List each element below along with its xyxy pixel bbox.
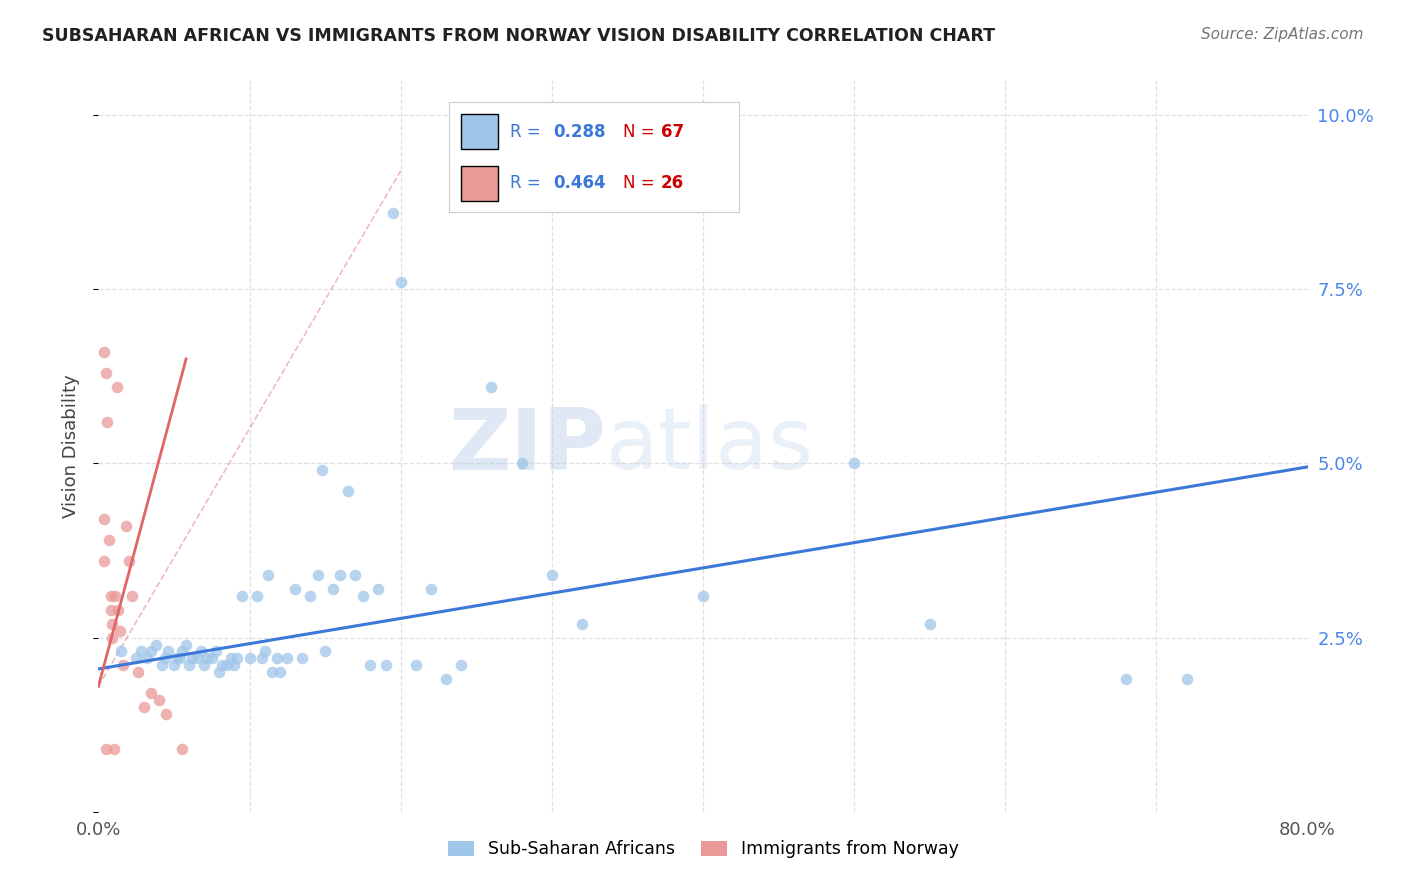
Point [692,589,714,603]
Point [540,567,562,582]
Point [190,644,212,658]
Point [360,658,382,673]
Point [100,589,122,603]
Point [108,624,131,638]
Point [93,554,115,568]
Point [186,651,208,665]
Point [299,589,322,603]
Text: Source: ZipAtlas.com: Source: ZipAtlas.com [1201,27,1364,42]
Point [284,582,307,596]
Point [101,631,124,645]
Point [156,644,179,658]
Point [150,658,173,673]
Point [170,742,193,756]
Point [215,658,238,673]
Point [103,742,125,756]
Point [291,651,314,665]
Point [311,463,333,477]
Point [181,651,204,665]
Point [114,519,136,533]
Point [352,589,374,603]
Text: atlas: atlas [606,404,814,488]
Point [314,644,336,658]
Point [145,638,167,652]
Point [129,644,152,658]
Point [434,673,457,687]
Point [221,651,243,665]
Point [104,589,127,603]
Point [571,616,593,631]
Point [1175,673,1198,687]
Point [153,651,176,665]
Point [450,658,472,673]
Point [269,665,291,680]
Point [262,665,284,680]
Point [195,651,218,665]
Point [405,658,427,673]
Point [98,533,121,547]
Point [110,644,132,658]
Point [169,651,191,665]
Point [94,366,117,380]
Point [374,658,396,673]
Point [918,616,941,631]
Point [231,589,253,603]
Point [389,275,412,289]
Point [118,554,141,568]
Point [201,651,224,665]
Point [253,644,276,658]
Point [170,644,193,658]
Point [135,651,157,665]
Point [510,457,533,471]
Point [111,658,134,673]
Point [155,707,177,722]
Point [367,582,389,596]
Point [322,582,344,596]
Point [163,658,186,673]
Point [336,484,359,499]
Point [166,651,188,665]
Point [382,205,405,219]
Point [246,589,269,603]
Point [420,582,443,596]
Point [193,658,215,673]
Point [344,567,367,582]
Point [266,651,288,665]
Point [93,512,115,526]
Point [239,651,262,665]
Point [226,651,249,665]
Point [1115,673,1137,687]
Text: SUBSAHARAN AFRICAN VS IMMIGRANTS FROM NORWAY VISION DISABILITY CORRELATION CHART: SUBSAHARAN AFRICAN VS IMMIGRANTS FROM NO… [42,27,995,45]
Point [250,651,273,665]
Point [96,415,118,429]
Point [127,665,149,680]
Point [141,644,163,658]
Point [211,658,233,673]
Point [105,380,128,394]
Point [481,380,503,394]
Point [174,638,197,652]
Text: ZIP: ZIP [449,404,606,488]
Point [121,589,143,603]
Point [208,665,231,680]
Point [141,686,163,700]
Legend: Sub-Saharan Africans, Immigrants from Norway: Sub-Saharan Africans, Immigrants from No… [440,833,966,865]
Point [329,567,352,582]
Point [93,345,115,359]
Point [125,651,148,665]
Point [148,693,170,707]
Point [307,567,329,582]
Point [224,658,246,673]
Point [276,651,298,665]
Y-axis label: Vision Disability: Vision Disability [62,374,80,518]
Point [179,658,201,673]
Point [107,603,129,617]
Point [256,567,278,582]
Point [132,700,155,714]
Point [101,616,124,631]
Point [844,457,866,471]
Point [94,742,117,756]
Point [205,644,228,658]
Point [100,603,122,617]
